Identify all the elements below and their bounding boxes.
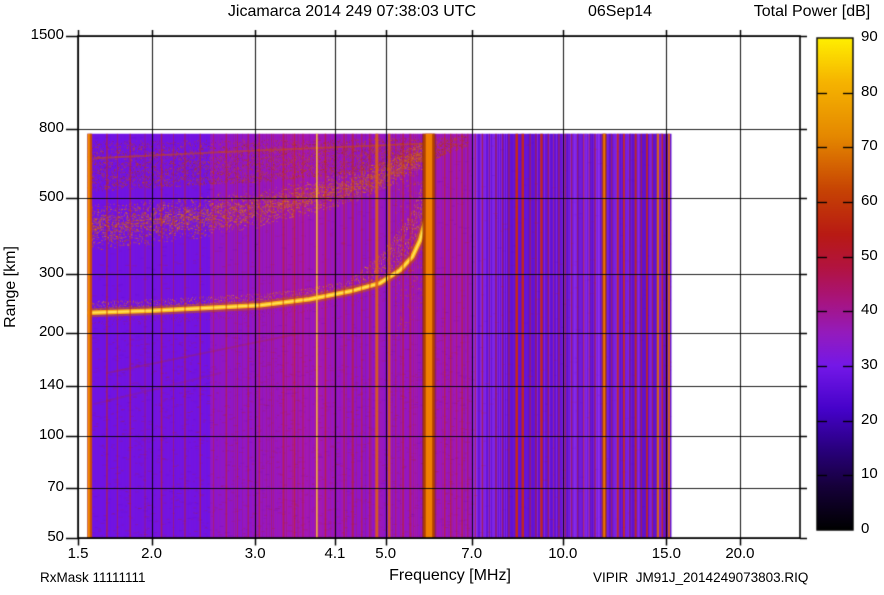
x-tick-label: 2.0 <box>141 545 162 562</box>
y-tick-label: 200 <box>38 323 64 341</box>
colorbar-tick-label: 70 <box>861 137 878 155</box>
colorbar-tick-label: 40 <box>861 301 878 319</box>
x-tick-label: 1.5 <box>67 545 89 562</box>
x-tick-label: 5.0 <box>375 545 397 562</box>
x-tick-label: 20.0 <box>725 545 755 562</box>
colorbar-tick-label: 90 <box>861 28 878 45</box>
y-tick-label: 100 <box>38 425 64 443</box>
y-tick-label: 500 <box>38 188 64 206</box>
x-tick-label: 15.0 <box>651 545 682 562</box>
x-tick-label: 4.1 <box>324 545 346 562</box>
y-tick-label: 300 <box>38 263 64 281</box>
colorbar-tick-label: 80 <box>861 82 878 100</box>
colorbar-tick-label: 30 <box>861 356 878 373</box>
y-tick-label: 800 <box>38 118 64 136</box>
y-tick-label: 70 <box>47 478 64 496</box>
filename-label: VIPIR JM91J_2014249073803.RIQ <box>593 570 809 585</box>
colorbar-title: Total Power [dB] <box>753 3 871 20</box>
x-tick-label: 10.0 <box>548 545 578 562</box>
y-axis-label: Range [km] <box>2 246 20 328</box>
x-axis-label: Frequency [MHz] <box>389 567 511 584</box>
colorbar-tick-label: 20 <box>861 410 878 428</box>
plot-title: Jicamarca 2014 249 07:38:03 UTC <box>227 3 477 20</box>
y-tick-label: 50 <box>47 528 64 545</box>
rxmask-label: RxMask 11111111 <box>40 570 146 585</box>
colorbar-tick-label: 60 <box>861 192 878 209</box>
plot-date-label: 06Sep14 <box>587 3 653 20</box>
colorbar-tick-label: 0 <box>861 520 870 537</box>
x-tick-label: 3.0 <box>244 545 266 562</box>
y-tick-label: 1500 <box>30 26 64 43</box>
colorbar-tick-label: 50 <box>861 246 878 264</box>
y-tick-label: 140 <box>38 376 64 394</box>
x-tick-label: 7.0 <box>461 545 483 562</box>
colorbar-tick-label: 10 <box>861 465 878 483</box>
